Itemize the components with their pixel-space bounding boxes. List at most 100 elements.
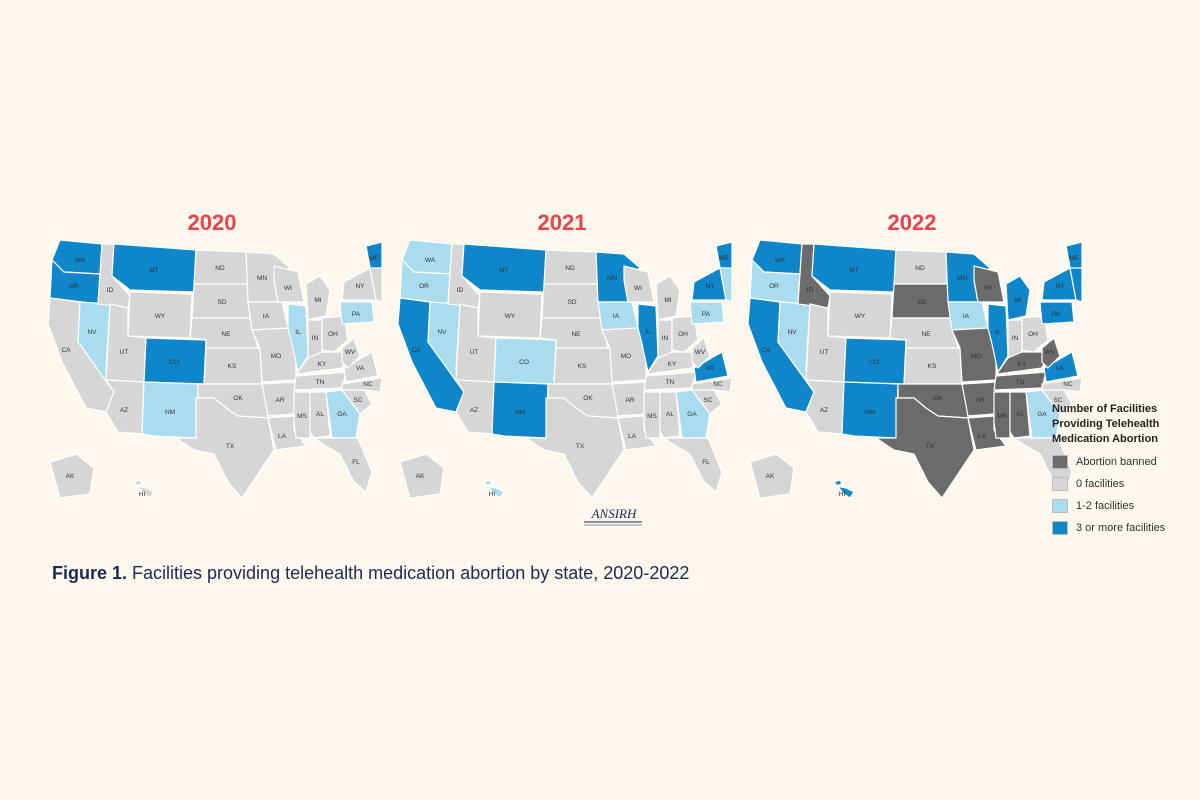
state-label: MT [849,267,858,274]
legend-swatch [1052,499,1068,513]
state-label: UT [470,349,479,356]
state-label: NE [571,331,581,338]
state-label: VA [706,365,715,372]
state-mt [111,243,197,293]
map-panel-2020: 2020 WA OR CA NV ID MT WY UT AZ CO NM ND SD NE KS OK TX M… [42,210,382,510]
state-label: GA [687,411,697,418]
state-label: PA [702,311,711,318]
state-label: MN [607,275,617,282]
state-label: IL [645,329,651,336]
state-ak [749,453,795,499]
state-label: GA [1037,411,1047,418]
state-label: AR [975,397,984,404]
state-label: TX [576,443,585,450]
state-label: KS [228,363,237,370]
state-label: GA [337,411,347,418]
state-tx [524,397,625,499]
state-label: WA [75,257,86,264]
state-label: TN [316,379,325,386]
state-mi [1005,275,1031,321]
state-mi [655,275,681,321]
state-label: SD [217,299,226,306]
legend-title: Number of Facilities Providing Telehealt… [1052,403,1160,445]
legend-item-zero: 0 facilities [1052,477,1192,491]
ansirh-logo: ANSIRH [584,506,642,526]
state-label: MN [957,275,967,282]
state-label: NE [921,331,931,338]
legend-swatch [1052,477,1068,491]
state-ne-states [719,267,732,303]
state-label: NC [1063,381,1073,388]
state-label: LA [978,433,987,440]
legend-item-three-plus: 3 or more facilities [1052,521,1192,535]
state-wv [691,336,711,369]
year-title: 2022 [887,210,937,235]
state-label: LA [278,433,287,440]
state-label: WI [634,285,642,292]
state-label: OR [419,283,429,290]
state-label: SC [353,397,362,404]
state-label: IN [662,335,669,342]
state-label: TN [1016,379,1025,386]
state-label: VA [356,365,365,372]
state-label: WI [284,285,292,292]
state-label: AK [766,473,775,480]
state-label: TN [666,379,675,386]
state-label: WV [345,349,356,356]
state-label: PA [352,311,361,318]
state-label: AK [66,473,75,480]
state-nm [141,381,199,439]
figure-caption: Figure 1. Facilities providing telehealt… [52,563,689,584]
state-label: NC [713,381,723,388]
state-nc [691,377,732,393]
state-hi [132,479,155,499]
state-mt [811,243,897,293]
state-label: MO [621,353,631,360]
state-label: OR [769,283,779,290]
state-ak [49,453,95,499]
state-ms [993,391,1011,439]
state-va [1043,351,1079,383]
state-al [659,391,681,439]
state-label: TX [226,443,235,450]
state-label: ME [1069,255,1079,262]
state-label: MS [647,413,657,420]
state-label: FL [352,459,360,466]
state-ga [325,389,361,439]
legend-label: 1-2 facilities [1076,500,1135,512]
legend-item-banned: Abortion banned [1052,455,1192,469]
state-label: CA [761,347,771,354]
state-mi [305,275,331,321]
state-ms [643,391,661,439]
state-wi [973,265,1005,303]
state-label: UT [820,349,829,356]
state-ky [997,351,1049,375]
state-ne-states [369,267,382,303]
state-label: OH [678,331,688,338]
state-label: WA [775,257,786,264]
state-label: MT [499,267,508,274]
state-mt [461,243,547,293]
state-ms [293,391,311,439]
state-nm [491,381,549,439]
state-nc [1041,377,1082,393]
state-label: ND [915,265,925,272]
state-label: NE [221,331,231,338]
state-nm [841,381,899,439]
state-oh [671,315,699,353]
state-label: KS [928,363,937,370]
state-label: AR [275,397,284,404]
state-label: KS [578,363,587,370]
map-panel-2022: 2022 WA OR CA NV ID MT WY UT AZ CO NM ND SD NE KS OK TX M… [742,210,1082,510]
state-tx [874,397,975,499]
state-label: IN [312,335,319,342]
state-ga [675,389,711,439]
state-oh [321,315,349,353]
state-al [1009,391,1031,439]
state-label: SD [567,299,576,306]
state-label: CO [869,359,879,366]
state-al [309,391,331,439]
caption-label: Figure 1. [52,563,128,583]
state-wv [1041,336,1061,369]
state-label: IL [995,329,1001,336]
